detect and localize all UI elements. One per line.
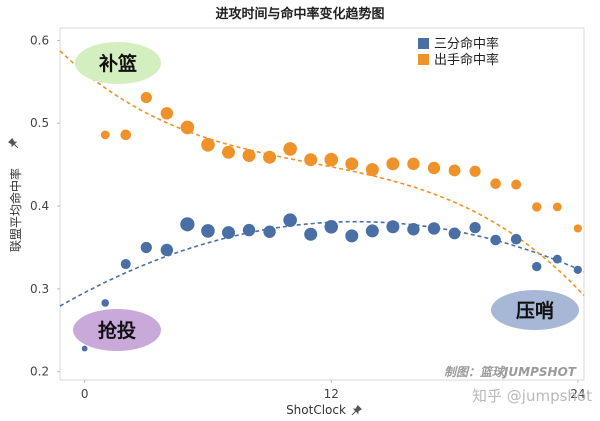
data-point-1-24: [573, 224, 582, 233]
data-point-0-12: [324, 219, 339, 234]
y-tick-label: 0.6: [30, 33, 49, 47]
trend-line-1: [59, 50, 585, 297]
legend-swatch-fg: [418, 54, 429, 65]
data-point-0-11: [304, 227, 318, 241]
annotation-bulao: 补篮: [75, 42, 161, 84]
data-point-0-21: [510, 233, 522, 245]
data-point-1-6: [201, 137, 215, 152]
data-point-0-16: [407, 223, 420, 236]
x-axis: 0 12 24: [81, 380, 585, 401]
data-point-1-12: [324, 152, 339, 167]
data-point-1-21: [511, 179, 522, 190]
data-point-1-14: [365, 163, 379, 177]
legend-swatch-three: [418, 38, 429, 49]
data-point-0-8: [242, 223, 256, 237]
data-point-1-9: [263, 150, 277, 164]
legend: 三分命中率 出手命中率: [418, 36, 499, 68]
data-point-1-4: [160, 107, 174, 120]
annotation-bubble-blue: [491, 290, 579, 330]
data-point-0-17: [427, 222, 441, 235]
y-tick-label: 0.2: [30, 365, 49, 379]
data-point-1-2: [120, 129, 132, 141]
data-point-0-13: [345, 229, 359, 243]
data-point-1-15: [386, 157, 400, 171]
y-tick-label: 0.3: [30, 282, 49, 296]
watermark-zhihu: 知乎 @jumpshot: [472, 387, 592, 405]
annotation-bubble-green: [75, 42, 161, 84]
data-point-1-8: [242, 149, 256, 163]
x-tick-label: 12: [324, 387, 339, 401]
y-axis: 0.2 0.3 0.4 0.5 0.6: [30, 33, 60, 379]
data-point-0-2: [120, 259, 131, 270]
x-axis-pin-icon: [351, 405, 362, 416]
data-point-1-18: [448, 164, 461, 177]
annotation-yashao: 压哨: [491, 290, 579, 330]
data-point-0-5: [180, 217, 195, 232]
data-point-1-3: [140, 91, 152, 104]
data-point-0-23: [552, 254, 562, 264]
data-point-0-1: [101, 299, 110, 307]
data-point-0-6: [201, 224, 215, 238]
y-tick-label: 0.4: [30, 199, 49, 213]
data-point-1-22: [532, 202, 542, 212]
y-axis-label: 联盟平均命中率: [8, 168, 23, 252]
y-axis-pin-icon: [8, 138, 19, 149]
data-point-1-10: [283, 142, 297, 156]
x-axis-label: ShotClock: [286, 403, 346, 417]
data-points: [81, 50, 582, 352]
plot-area: [59, 27, 585, 381]
annotation-label-qiangtou: 抢投: [98, 319, 136, 342]
trend-line-0: [59, 220, 585, 307]
trend-lines: [59, 50, 585, 307]
data-point-1-17: [427, 161, 441, 175]
data-point-1-20: [490, 178, 501, 190]
data-point-0-10: [283, 213, 297, 227]
data-point-0-24: [573, 265, 582, 274]
data-point-0-15: [386, 220, 400, 234]
x-tick-label: 0: [81, 387, 89, 401]
data-point-1-11: [304, 153, 318, 167]
data-point-0-3: [140, 241, 152, 254]
y-tick-label: 0.5: [30, 116, 49, 130]
annotation-label-bulan: 补篮: [99, 52, 137, 75]
data-point-1-5: [180, 120, 195, 135]
data-point-1-16: [407, 157, 420, 171]
x-tick-label: 24: [570, 387, 585, 401]
data-point-0-4: [160, 243, 174, 257]
data-point-0-9: [263, 225, 276, 238]
data-point-0-14: [365, 224, 379, 238]
annotation-label-yashao: 压哨: [516, 300, 554, 322]
data-point-1-1: [100, 130, 110, 140]
data-point-1-19: [469, 165, 481, 177]
chart-title: 进攻时间与命中率变化趋势图: [215, 6, 384, 22]
data-point-1-7: [222, 145, 236, 159]
watermark-credit: 制图：篮球JUMPSHOT: [444, 365, 577, 379]
data-point-0-7: [222, 226, 236, 240]
legend-label-fg: 出手命中率: [434, 52, 499, 68]
legend-label-three: 三分命中率: [434, 36, 499, 52]
data-point-0-19: [469, 222, 481, 234]
annotation-qiangtou: 抢投: [73, 309, 161, 351]
data-point-1-13: [345, 157, 359, 171]
data-point-0-0: [81, 345, 88, 352]
data-point-1-23: [552, 202, 562, 212]
data-point-0-20: [490, 234, 501, 246]
data-point-0-22: [532, 261, 542, 272]
annotation-bubble-purple: [73, 309, 161, 351]
data-point-0-18: [448, 227, 461, 240]
